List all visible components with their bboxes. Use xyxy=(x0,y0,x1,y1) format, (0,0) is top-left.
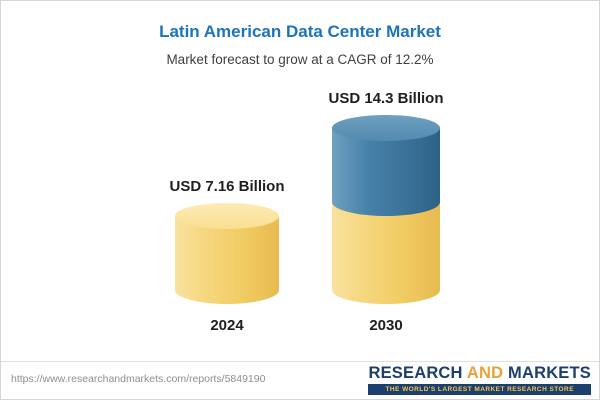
bar-2030-top xyxy=(332,115,440,142)
bar-2024-top xyxy=(175,202,279,229)
page-title: Latin American Data Center Market xyxy=(159,22,441,41)
bar-2030 xyxy=(332,115,440,304)
page-subtitle: Market forecast to grow at a CAGR of 12.… xyxy=(166,52,434,67)
logo-tagline: THE WORLD'S LARGEST MARKET RESEARCH STOR… xyxy=(368,384,591,396)
category-label-2030: 2030 xyxy=(369,317,403,334)
logo-word-and: AND xyxy=(466,364,504,382)
logo-word-research: RESEARCH xyxy=(368,364,463,382)
logo-word-markets: MARKETS xyxy=(508,364,591,382)
bar-2024-body xyxy=(175,215,279,304)
bar-value-label-2030: USD 14.3 Billion xyxy=(328,90,444,108)
research-and-markets-logo: RESEARCH AND MARKETS THE WORLD'S LARGEST… xyxy=(368,364,591,396)
logo-wordmark: RESEARCH AND MARKETS xyxy=(368,364,591,382)
bar-2030-growth-segment xyxy=(332,128,440,216)
bar-2024 xyxy=(175,202,279,304)
bar-value-label-2024: USD 7.16 Billion xyxy=(169,177,285,195)
bar-2030-base-segment xyxy=(332,201,440,304)
source-url: https://www.researchandmarkets.com/repor… xyxy=(11,373,266,385)
footer-divider xyxy=(1,361,599,362)
category-label-2024: 2024 xyxy=(210,317,244,334)
